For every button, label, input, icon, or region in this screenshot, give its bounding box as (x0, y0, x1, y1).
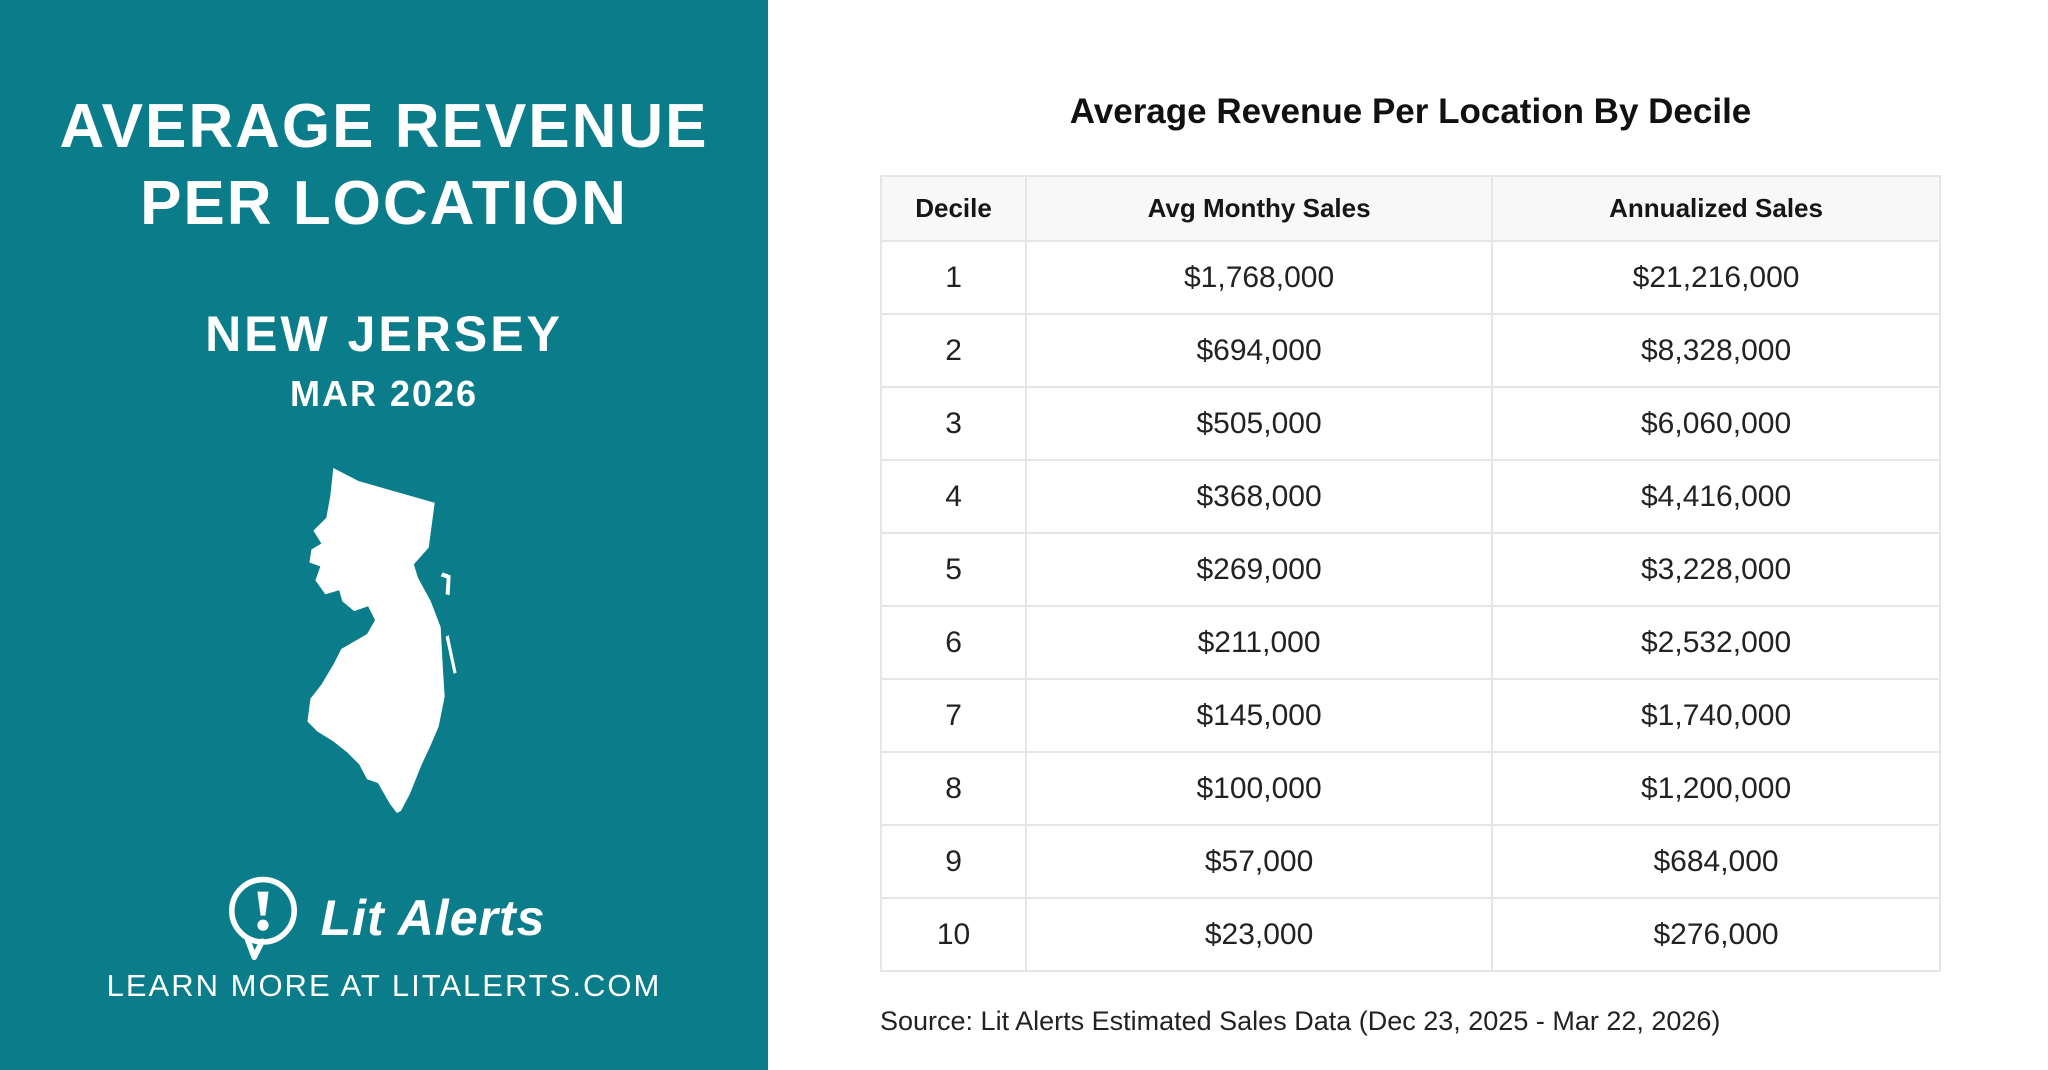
data-panel: Average Revenue Per Location By Decile D… (768, 0, 2048, 1070)
decile-cell: 6 (879, 605, 1028, 680)
source-note: Source: Lit Alerts Estimated Sales Data … (880, 1006, 1721, 1036)
avg-monthly-sales-cell: $23,000 (1025, 897, 1494, 972)
left-panel: AVERAGE REVENUE PER LOCATION NEW JERSEY … (0, 0, 768, 1070)
column-header-decile: Decile (879, 175, 1028, 242)
table-row: 10 $23,000 $276,000 (879, 897, 1942, 972)
tagline: LEARN MORE AT LITALERTS.COM (106, 968, 662, 1003)
avg-monthly-sales-cell: $505,000 (1025, 386, 1494, 461)
brand-lockup: Lit Alerts (223, 874, 546, 962)
state-name: NEW JERSEY (205, 306, 563, 362)
page-title-line1: AVERAGE REVENUE (59, 92, 709, 161)
annualized-sales-cell: $6,060,000 (1491, 386, 1942, 461)
avg-monthly-sales-cell: $368,000 (1025, 459, 1494, 534)
avg-monthly-sales-cell: $211,000 (1025, 605, 1494, 680)
report-period: MAR 2026 (289, 373, 479, 414)
decile-cell: 3 (879, 386, 1028, 461)
avg-monthly-sales-cell: $1,768,000 (1025, 240, 1494, 315)
table-row: 5 $269,000 $3,228,000 (879, 532, 1942, 607)
column-header-avg-monthly-sales: Avg Monthy Sales (1025, 175, 1494, 242)
annualized-sales-cell: $276,000 (1491, 897, 1942, 972)
avg-monthly-sales-cell: $269,000 (1025, 532, 1494, 607)
table-header-row: Decile Avg Monthy Sales Annualized Sales (879, 175, 1942, 242)
avg-monthly-sales-cell: $57,000 (1025, 824, 1494, 899)
decile-cell: 8 (879, 751, 1028, 826)
table-row: 7 $145,000 $1,740,000 (879, 678, 1942, 753)
decile-cell: 7 (879, 678, 1028, 753)
table-title: Average Revenue Per Location By Decile (1069, 92, 1752, 131)
lit-alerts-logo-icon (228, 876, 297, 960)
decile-table-body: 1 $1,768,000 $21,216,000 2 $694,000 $8,328,00… (879, 240, 1942, 972)
table-row: 6 $211,000 $2,532,000 (879, 605, 1942, 680)
avg-monthly-sales-cell: $100,000 (1025, 751, 1494, 826)
decile-cell: 4 (879, 459, 1028, 534)
annualized-sales-cell: $8,328,000 (1491, 313, 1942, 388)
table-header: Decile Avg Monthy Sales Annualized Sales (879, 175, 1942, 242)
column-header-annualized-sales: Annualized Sales (1491, 175, 1942, 242)
table-row: 1 $1,768,000 $21,216,000 (879, 240, 1942, 315)
table-row: 2 $694,000 $8,328,000 (879, 313, 1942, 388)
annualized-sales-cell: $2,532,000 (1491, 605, 1942, 680)
new-jersey-map-icon (304, 466, 464, 814)
decile-cell: 5 (879, 532, 1028, 607)
decile-cell: 2 (879, 313, 1028, 388)
decile-cell: 1 (879, 240, 1028, 315)
brand-name: Lit Alerts (320, 890, 546, 946)
avg-monthly-sales-cell: $145,000 (1025, 678, 1494, 753)
page-title: AVERAGE REVENUE PER LOCATION (60, 88, 709, 242)
decile-cell: 10 (879, 897, 1028, 972)
page-title-line2: PER LOCATION (140, 169, 628, 238)
decile-cell: 9 (879, 824, 1028, 899)
annualized-sales-cell: $4,416,000 (1491, 459, 1942, 534)
annualized-sales-cell: $21,216,000 (1491, 240, 1942, 315)
decile-table: Decile Avg Monthy Sales Annualized Sales… (879, 175, 1942, 972)
avg-monthly-sales-cell: $694,000 (1025, 313, 1494, 388)
table-row: 9 $57,000 $684,000 (879, 824, 1942, 899)
table-row: 8 $100,000 $1,200,000 (879, 751, 1942, 826)
annualized-sales-cell: $684,000 (1491, 824, 1942, 899)
annualized-sales-cell: $1,200,000 (1491, 751, 1942, 826)
table-row: 3 $505,000 $6,060,000 (879, 386, 1942, 461)
annualized-sales-cell: $1,740,000 (1491, 678, 1942, 753)
table-row: 4 $368,000 $4,416,000 (879, 459, 1942, 534)
annualized-sales-cell: $3,228,000 (1491, 532, 1942, 607)
